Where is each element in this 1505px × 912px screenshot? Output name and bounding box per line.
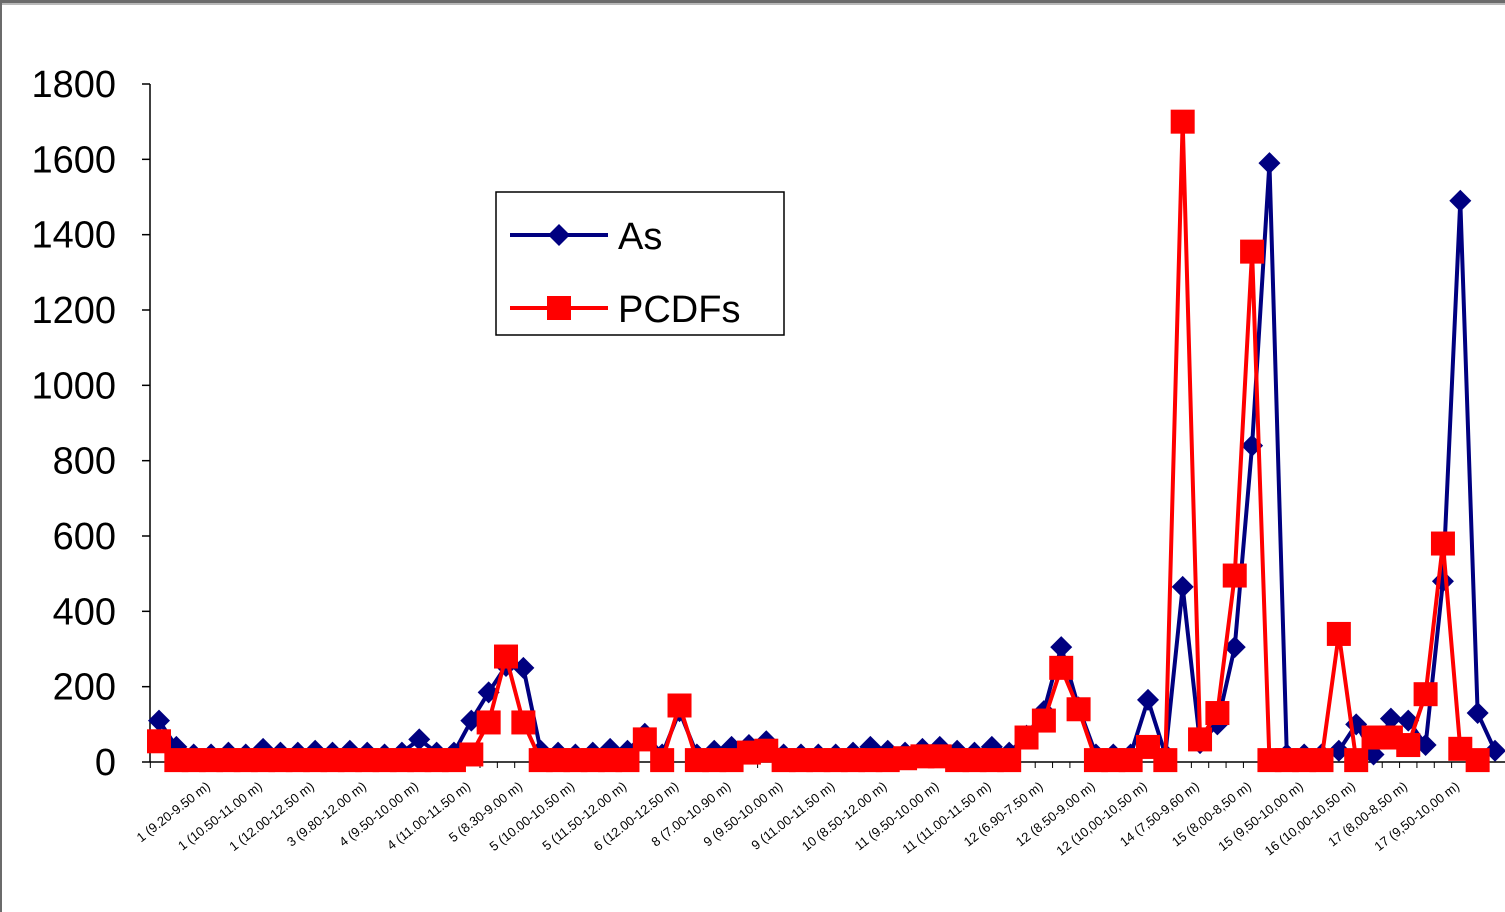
data-point <box>1413 682 1438 707</box>
data-point <box>1066 697 1091 722</box>
x-tick-label: 12 (10,00-10,50 m) <box>1053 779 1149 859</box>
data-point <box>1309 748 1334 773</box>
y-tick-label: 1000 <box>31 365 116 407</box>
y-tick-label: 1600 <box>31 139 116 181</box>
data-point <box>1170 109 1195 134</box>
chart-legend: As PCDFs <box>495 191 785 336</box>
data-point <box>1465 748 1490 773</box>
y-tick-label: 400 <box>53 591 116 633</box>
y-tick-label: 600 <box>53 516 116 558</box>
data-point <box>494 644 519 669</box>
data-point <box>1484 739 1505 762</box>
data-point <box>1171 575 1194 598</box>
data-point <box>1050 636 1073 659</box>
x-tick-labels: 1 (9.20-9.50 m)1 (10.50-11.00 m)1 (12.00… <box>134 779 1463 859</box>
data-point <box>148 709 170 732</box>
data-point <box>511 710 536 735</box>
data-point <box>1188 727 1213 752</box>
data-point <box>1136 688 1159 711</box>
y-tick-label: 1400 <box>31 215 116 257</box>
legend-label: PCDFs <box>618 289 740 331</box>
x-tick-label: 11 (11.00-11.50 m) <box>900 779 994 857</box>
data-point <box>1258 152 1281 175</box>
data-point <box>1431 570 1454 593</box>
series-as <box>148 152 1505 766</box>
data-point <box>1153 748 1178 773</box>
chart-axes <box>142 83 1505 768</box>
data-point <box>997 748 1022 773</box>
legend-swatch-marker <box>547 296 571 320</box>
data-point <box>632 727 657 752</box>
data-point <box>1430 531 1455 556</box>
data-point <box>1222 563 1247 588</box>
series-line <box>157 119 1479 763</box>
data-point <box>1344 748 1369 773</box>
data-point <box>459 742 484 767</box>
data-point <box>1049 655 1074 680</box>
data-point <box>1379 707 1402 730</box>
y-tick-label: 200 <box>53 667 116 709</box>
data-point <box>1031 708 1056 733</box>
series-pcdfs <box>147 109 1490 773</box>
data-point <box>1396 733 1421 758</box>
legend-box <box>495 191 785 336</box>
window-frame-left <box>0 0 2 912</box>
series-line <box>157 161 1497 757</box>
legend-swatch-marker <box>548 224 570 246</box>
data-point <box>408 728 431 751</box>
data-point <box>476 710 501 735</box>
y-tick-label: 800 <box>53 441 116 483</box>
y-tick-label: 0 <box>95 742 116 784</box>
data-point <box>1240 239 1265 264</box>
data-point <box>1466 702 1489 725</box>
data-point <box>667 693 692 718</box>
data-point <box>1326 621 1351 646</box>
legend-label: As <box>618 216 662 258</box>
data-point <box>1223 636 1246 659</box>
window-frame-top <box>0 0 1505 3</box>
x-tick-label: 16 (10,00-10,50 m) <box>1262 779 1358 859</box>
data-point <box>615 748 640 773</box>
y-tick-label: 1800 <box>31 64 116 106</box>
data-point <box>1449 189 1472 212</box>
y-tick-label: 1200 <box>31 290 116 332</box>
data-point <box>650 748 675 773</box>
window-frame-shadow <box>0 3 1505 5</box>
chart-series <box>147 109 1505 773</box>
y-tick-labels: 0 200 400 600 800 1000 1200 1400 1600 1800 <box>31 64 116 784</box>
data-point <box>1205 701 1230 726</box>
